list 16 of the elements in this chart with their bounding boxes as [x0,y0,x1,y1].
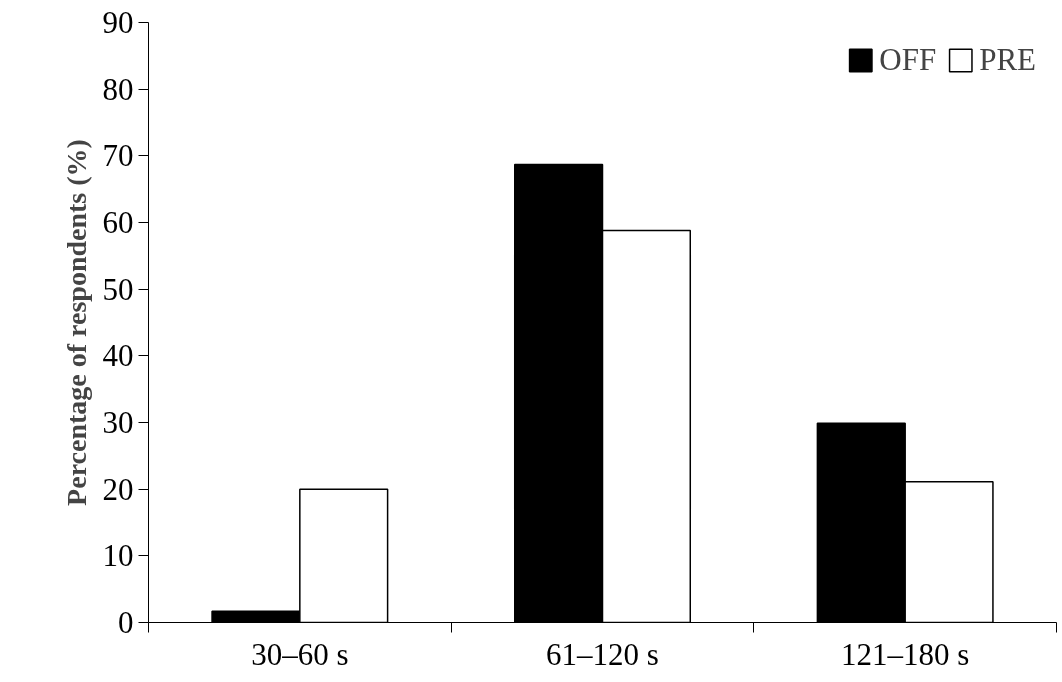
y-tick-label: 60 [102,205,134,240]
y-tick-label: 20 [102,471,134,507]
legend-label: PRE [979,42,1036,78]
y-tick-label: 70 [102,138,134,174]
x-tick-label: 30–60 s [251,636,349,672]
x-tick-label: 121–180 s [841,636,970,672]
y-tick-label: 80 [102,71,134,107]
y-tick-label: 90 [102,5,134,40]
x-tick-label: 61–120 s [546,636,659,672]
y-tick-label: 30 [102,405,134,440]
y-axis-title: Percentage of respondents (%) [60,139,92,506]
y-tick-label: 40 [102,338,134,374]
y-tick-label: 0 [118,605,134,640]
y-tick-label: 50 [102,271,134,307]
y-tick-label: 10 [102,538,134,574]
legend-label: OFF [879,42,937,78]
